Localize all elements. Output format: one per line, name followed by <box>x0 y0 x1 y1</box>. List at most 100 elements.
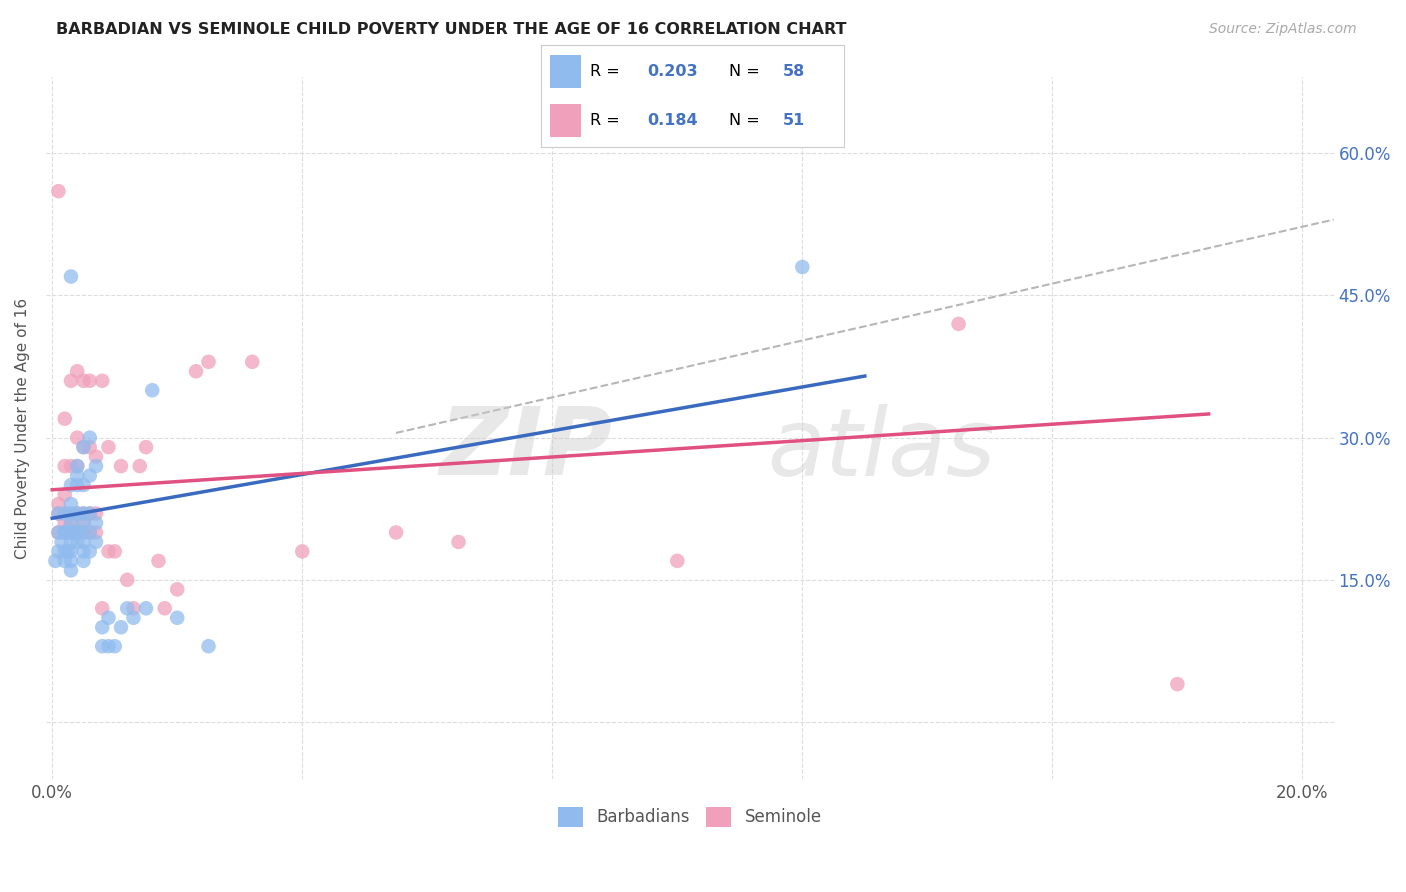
Point <box>97 639 120 653</box>
Point <box>79 544 101 558</box>
Point <box>97 544 120 558</box>
Point <box>197 355 219 369</box>
Point <box>59 535 82 549</box>
Point <box>91 620 114 634</box>
Point <box>141 384 163 398</box>
Legend: Barbadians, Seminole: Barbadians, Seminole <box>551 800 828 834</box>
Point <box>72 525 94 540</box>
Point <box>84 525 107 540</box>
Point <box>56 525 79 540</box>
Point <box>66 478 89 492</box>
Point <box>240 355 263 369</box>
Text: 0.184: 0.184 <box>647 113 697 128</box>
Text: ZIP: ZIP <box>440 403 613 495</box>
Point <box>291 544 314 558</box>
Point <box>56 544 79 558</box>
Point <box>135 440 157 454</box>
Point <box>59 269 82 284</box>
Point <box>184 364 207 378</box>
Point <box>66 507 89 521</box>
Point <box>53 507 76 521</box>
Point <box>66 431 89 445</box>
Point <box>72 440 94 454</box>
Bar <box>550 55 581 87</box>
Point <box>385 525 408 540</box>
Point <box>72 507 94 521</box>
Point <box>48 507 70 521</box>
Point <box>53 525 76 540</box>
Text: N =: N = <box>728 63 759 78</box>
Point <box>135 601 157 615</box>
Point <box>666 554 689 568</box>
Point <box>447 535 470 549</box>
Point <box>66 507 89 521</box>
Point <box>79 507 101 521</box>
Point <box>44 554 66 568</box>
Point <box>79 431 101 445</box>
Point <box>66 364 89 378</box>
Point <box>72 525 94 540</box>
Point <box>72 535 94 549</box>
Point <box>66 468 89 483</box>
Point <box>148 554 170 568</box>
Point <box>153 601 176 615</box>
Point <box>53 507 76 521</box>
Point <box>66 535 89 549</box>
Point <box>66 459 89 474</box>
Point <box>59 544 82 558</box>
Point <box>115 601 138 615</box>
Point <box>59 516 82 530</box>
Point <box>792 260 814 274</box>
Point <box>72 554 94 568</box>
Point <box>72 478 94 492</box>
Point <box>166 582 188 597</box>
Point <box>91 601 114 615</box>
Point <box>48 525 70 540</box>
Point <box>72 507 94 521</box>
Point <box>48 497 70 511</box>
Point <box>59 516 82 530</box>
Point <box>84 459 107 474</box>
Point <box>84 516 107 530</box>
Point <box>48 507 70 521</box>
Point <box>59 497 82 511</box>
Point <box>66 525 89 540</box>
Point <box>72 516 94 530</box>
Y-axis label: Child Poverty Under the Age of 16: Child Poverty Under the Age of 16 <box>15 298 30 558</box>
Point <box>84 450 107 464</box>
Point <box>97 440 120 454</box>
Point <box>53 554 76 568</box>
Point <box>79 374 101 388</box>
Point <box>110 620 132 634</box>
Point <box>104 544 127 558</box>
Text: 58: 58 <box>783 63 806 78</box>
Point <box>72 544 94 558</box>
Point <box>48 544 70 558</box>
Text: 51: 51 <box>783 113 806 128</box>
Point <box>72 440 94 454</box>
Text: R =: R = <box>589 63 620 78</box>
Point <box>97 611 120 625</box>
Point <box>48 525 70 540</box>
Point <box>122 601 145 615</box>
Point <box>91 374 114 388</box>
Point <box>51 535 73 549</box>
Text: R =: R = <box>589 113 620 128</box>
Point <box>63 525 86 540</box>
Point <box>110 459 132 474</box>
Point <box>59 554 82 568</box>
Point <box>53 459 76 474</box>
Point <box>91 639 114 653</box>
Point <box>115 573 138 587</box>
Point <box>53 516 76 530</box>
Point <box>79 440 101 454</box>
Point <box>66 459 89 474</box>
Point <box>48 184 70 198</box>
Point <box>1166 677 1188 691</box>
Point <box>53 411 76 425</box>
Text: 0.203: 0.203 <box>647 63 697 78</box>
Point <box>72 374 94 388</box>
Point <box>72 516 94 530</box>
Point <box>122 611 145 625</box>
Point <box>59 507 82 521</box>
